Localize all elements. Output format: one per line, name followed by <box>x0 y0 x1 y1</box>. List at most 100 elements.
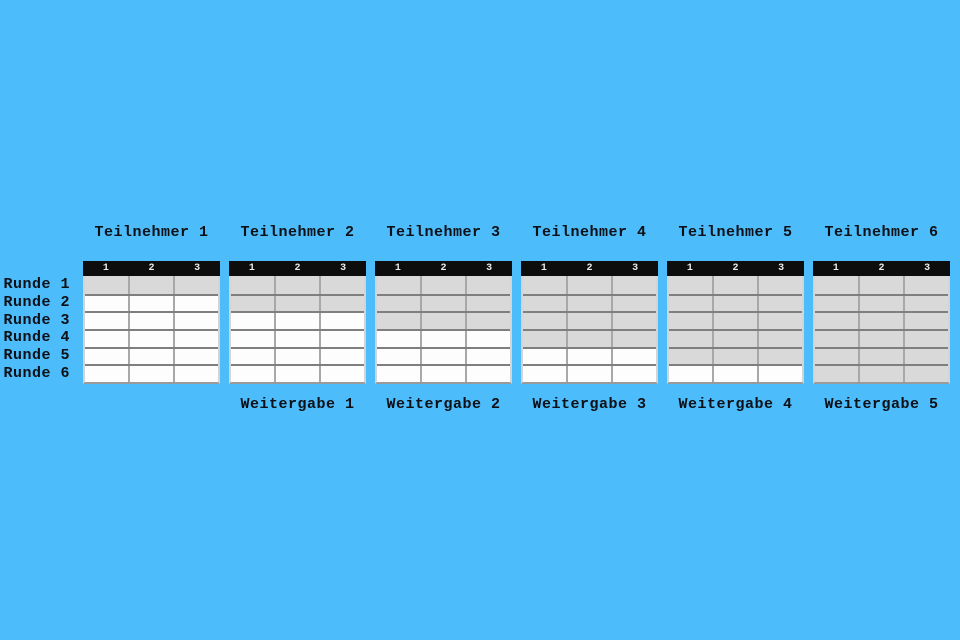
idea-cell <box>173 348 218 365</box>
idea-cell <box>669 366 712 382</box>
column-header: 3 <box>778 262 785 274</box>
idea-cell <box>566 348 611 365</box>
pass-label-5: Weitergabe 5 <box>824 396 939 413</box>
sheet-body <box>83 276 220 385</box>
idea-cell <box>858 331 903 347</box>
idea-row-filled <box>815 293 948 312</box>
sheet-body <box>521 276 658 385</box>
sheet-header: 1 2 3 <box>521 261 658 276</box>
idea-cell <box>903 295 948 312</box>
idea-cell <box>173 313 218 330</box>
idea-cell <box>231 313 274 329</box>
idea-row-filled <box>815 346 948 365</box>
round-label-5: Runde 5 <box>3 347 70 365</box>
idea-cell <box>128 331 173 347</box>
idea-cell <box>669 296 712 312</box>
idea-row-empty <box>85 364 218 383</box>
participant-sheets-row: 1 2 3 1 2 3 1 2 3 1 2 3 1 2 3 1 2 3 <box>83 261 950 385</box>
column-header: 1 <box>686 262 693 274</box>
idea-cell <box>420 348 465 365</box>
idea-cell <box>523 276 566 294</box>
idea-cell <box>566 366 611 383</box>
participant-sheet-4: 1 2 3 <box>521 261 658 385</box>
participant-title-2: Teilnehmer 2 <box>240 224 355 241</box>
idea-cell <box>858 276 903 294</box>
column-header: 2 <box>732 262 739 274</box>
round-label-1: Runde 1 <box>3 276 70 294</box>
idea-cell <box>815 366 858 382</box>
participant-sheet-5: 1 2 3 <box>667 261 804 385</box>
column-header: 2 <box>148 262 155 274</box>
idea-cell <box>712 295 757 312</box>
idea-cell <box>420 276 465 294</box>
idea-cell <box>712 313 757 330</box>
idea-row-filled <box>85 276 218 294</box>
column-header: 3 <box>340 262 347 274</box>
idea-cell <box>712 331 757 347</box>
idea-cell <box>377 349 420 365</box>
idea-cell <box>465 313 510 330</box>
idea-row-empty <box>231 364 364 383</box>
idea-row-filled <box>669 329 802 347</box>
idea-cell <box>173 366 218 383</box>
idea-cell <box>377 313 420 329</box>
idea-row-filled <box>231 293 364 312</box>
idea-cell <box>903 276 948 294</box>
idea-cell <box>757 313 802 330</box>
idea-cell <box>903 348 948 365</box>
column-header: 1 <box>394 262 401 274</box>
idea-cell <box>319 348 364 365</box>
idea-cell <box>815 276 858 294</box>
round-label-4: Runde 4 <box>3 329 70 347</box>
idea-cell <box>611 313 656 330</box>
idea-cell <box>858 313 903 330</box>
round-label-6: Runde 6 <box>3 364 70 382</box>
idea-cell <box>523 331 566 347</box>
idea-cell <box>669 349 712 365</box>
idea-cell <box>319 295 364 312</box>
idea-cell <box>231 366 274 382</box>
participant-sheet-6: 1 2 3 <box>813 261 950 385</box>
idea-cell <box>611 366 656 383</box>
idea-row-filled <box>669 293 802 312</box>
idea-cell <box>566 276 611 294</box>
idea-cell <box>858 348 903 365</box>
idea-cell <box>712 348 757 365</box>
idea-cell <box>566 295 611 312</box>
idea-cell <box>274 276 319 294</box>
idea-row-empty <box>85 329 218 347</box>
idea-cell <box>377 276 420 294</box>
sheet-header: 1 2 3 <box>813 261 950 276</box>
idea-cell <box>128 313 173 330</box>
idea-cell <box>231 331 274 347</box>
idea-cell <box>128 295 173 312</box>
idea-cell <box>712 276 757 294</box>
idea-row-filled <box>669 311 802 330</box>
pass-spacer <box>83 396 220 413</box>
idea-cell <box>173 331 218 347</box>
idea-cell <box>319 366 364 383</box>
participant-title-3: Teilnehmer 3 <box>386 224 501 241</box>
column-header: 1 <box>248 262 255 274</box>
idea-cell <box>903 366 948 383</box>
sheet-header: 1 2 3 <box>375 261 512 276</box>
participant-title-4: Teilnehmer 4 <box>532 224 647 241</box>
idea-cell <box>523 349 566 365</box>
idea-cell <box>85 366 128 382</box>
sheet-body <box>667 276 804 385</box>
idea-cell <box>611 331 656 347</box>
column-header: 2 <box>294 262 301 274</box>
idea-cell <box>566 313 611 330</box>
idea-cell <box>128 276 173 294</box>
idea-cell <box>319 313 364 330</box>
idea-cell <box>858 366 903 383</box>
idea-cell <box>274 331 319 347</box>
idea-row-filled <box>815 364 948 383</box>
idea-cell <box>231 276 274 294</box>
idea-cell <box>274 366 319 383</box>
idea-row-filled <box>523 276 656 294</box>
column-header: 1 <box>540 262 547 274</box>
idea-cell <box>611 295 656 312</box>
idea-cell <box>274 348 319 365</box>
